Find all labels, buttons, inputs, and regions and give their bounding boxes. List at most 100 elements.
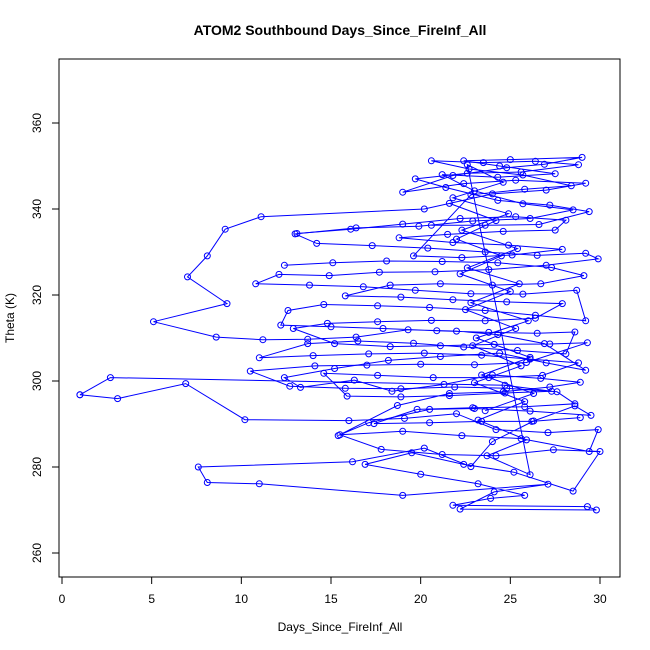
data-point xyxy=(569,487,577,495)
data-point xyxy=(420,444,428,452)
data-point xyxy=(496,349,504,357)
data-point xyxy=(521,491,529,499)
data-point xyxy=(347,225,355,233)
x-tick-label: 0 xyxy=(59,592,66,606)
data-point xyxy=(499,388,507,396)
data-point xyxy=(503,384,511,392)
data-point xyxy=(241,416,249,424)
data-point xyxy=(451,383,459,391)
series-3 xyxy=(293,157,593,262)
data-point xyxy=(411,286,419,294)
data-point xyxy=(582,249,590,257)
data-point xyxy=(427,316,435,324)
data-point xyxy=(512,213,520,221)
data-point xyxy=(492,452,500,460)
y-tick-label: 360 xyxy=(30,113,44,133)
data-point xyxy=(526,407,534,415)
data-point xyxy=(508,251,516,259)
y-axis: 260 280 300 320 340 360 xyxy=(30,113,60,563)
data-point xyxy=(436,353,444,360)
data-point xyxy=(478,371,486,379)
data-point xyxy=(259,336,267,344)
data-point xyxy=(397,293,405,301)
data-point xyxy=(487,494,495,502)
data-point xyxy=(194,463,202,471)
data-point xyxy=(293,230,301,237)
data-point xyxy=(427,221,435,229)
data-point xyxy=(567,182,575,190)
data-point xyxy=(442,184,450,191)
data-point xyxy=(361,460,369,468)
data-point xyxy=(531,157,539,165)
data-point xyxy=(284,307,292,314)
data-point xyxy=(329,259,337,267)
data-point xyxy=(551,226,559,234)
data-point xyxy=(395,234,403,242)
data-point xyxy=(277,321,285,329)
data-point xyxy=(492,426,500,434)
data-point xyxy=(478,351,486,359)
data-point xyxy=(352,333,360,341)
x-tick-label: 15 xyxy=(324,592,338,606)
data-point xyxy=(514,347,521,354)
data-point xyxy=(537,280,545,288)
series-1 xyxy=(76,153,604,514)
data-point xyxy=(383,257,391,265)
data-point xyxy=(488,438,496,446)
data-point xyxy=(331,340,339,348)
data-point xyxy=(370,420,378,428)
data-point xyxy=(488,190,496,198)
data-point xyxy=(546,201,554,209)
data-point xyxy=(320,369,328,377)
data-point xyxy=(420,205,428,213)
data-point xyxy=(417,470,425,478)
data-point xyxy=(449,194,457,202)
data-point xyxy=(474,416,482,424)
data-point xyxy=(374,371,382,379)
data-point xyxy=(363,361,371,369)
data-point xyxy=(377,445,385,453)
data-point xyxy=(503,164,511,172)
data-point xyxy=(471,187,478,195)
data-point xyxy=(528,417,536,425)
data-point xyxy=(583,339,591,347)
y-tick-label: 340 xyxy=(30,199,44,219)
data-point xyxy=(386,281,394,289)
series-line xyxy=(449,163,536,476)
series-line xyxy=(79,156,601,511)
data-point xyxy=(517,168,525,176)
data-point xyxy=(505,210,512,218)
data-point xyxy=(575,161,582,169)
data-point xyxy=(424,244,432,252)
data-point xyxy=(469,342,477,350)
data-point xyxy=(408,449,416,457)
data-point xyxy=(297,383,304,391)
y-tick-label: 260 xyxy=(30,543,44,563)
data-point xyxy=(463,161,471,169)
data-point xyxy=(304,340,312,348)
data-point xyxy=(325,272,333,280)
data-point xyxy=(592,506,600,514)
data-point xyxy=(311,362,319,370)
data-point xyxy=(433,327,441,335)
data-point xyxy=(512,325,520,332)
data-point xyxy=(397,393,405,401)
data-point xyxy=(576,414,584,422)
data-point xyxy=(469,404,477,412)
y-tick-label: 320 xyxy=(30,285,44,305)
data-point xyxy=(426,419,434,427)
data-point xyxy=(496,162,504,170)
data-point xyxy=(546,383,554,391)
data-point xyxy=(397,385,405,393)
data-point xyxy=(384,356,392,364)
chart-title: ATOM2 Southbound Days_Since_FireInf_All xyxy=(194,22,487,38)
data-point xyxy=(535,221,543,228)
data-point xyxy=(427,157,435,165)
x-tick-label: 5 xyxy=(148,592,155,606)
y-tick-label: 280 xyxy=(30,457,44,477)
data-point xyxy=(431,268,439,276)
data-point xyxy=(471,361,478,369)
data-point xyxy=(375,268,383,276)
data-point xyxy=(594,426,602,434)
data-point xyxy=(341,292,349,300)
